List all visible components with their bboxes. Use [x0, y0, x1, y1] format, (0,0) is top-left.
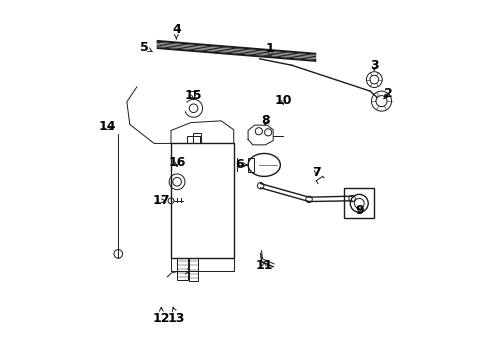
- Bar: [177, 258, 187, 280]
- Bar: [187, 135, 199, 143]
- Text: 6: 6: [234, 158, 246, 171]
- Bar: [344, 188, 373, 219]
- Text: 15: 15: [184, 89, 202, 102]
- Text: 9: 9: [354, 204, 363, 217]
- Bar: [247, 158, 253, 172]
- Text: 14: 14: [99, 121, 116, 134]
- Text: 7: 7: [311, 166, 320, 179]
- Text: 10: 10: [274, 94, 291, 107]
- Text: 16: 16: [168, 156, 185, 169]
- Text: 4: 4: [172, 23, 181, 39]
- Text: 17: 17: [152, 194, 170, 207]
- Text: 1: 1: [265, 41, 274, 58]
- Text: 8: 8: [261, 114, 269, 127]
- Text: 3: 3: [369, 59, 378, 72]
- Text: 11: 11: [255, 259, 272, 272]
- Bar: [188, 258, 198, 281]
- Text: 5: 5: [140, 41, 152, 54]
- Bar: [171, 143, 233, 258]
- Bar: [192, 133, 201, 143]
- Text: 12: 12: [152, 307, 170, 325]
- Text: 2: 2: [383, 87, 391, 100]
- Text: 13: 13: [167, 307, 184, 325]
